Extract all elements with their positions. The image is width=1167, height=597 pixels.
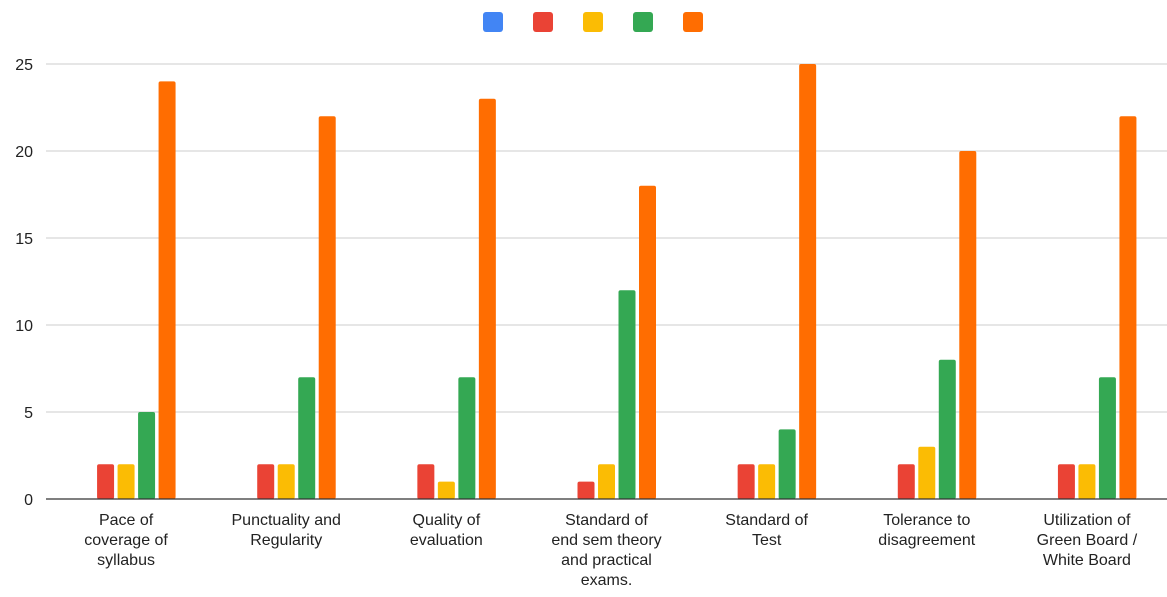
bar [97,464,115,499]
bar [417,464,435,499]
legend [483,12,703,32]
bar [938,359,956,499]
x-tick-label: Punctuality and Regularity [232,512,341,549]
bar [117,464,135,499]
legend-swatch [583,12,603,32]
gridlines [46,63,1167,413]
bar [778,429,796,499]
legend-swatch [683,12,703,32]
x-tick-label-line: Standard of [565,512,648,529]
bar [257,464,275,499]
bar [618,290,636,499]
bar [1078,464,1096,499]
x-tick-label-line: Tolerance to [883,512,970,529]
y-axis: 0 5 10 15 20 25 [15,57,33,509]
bar [478,98,496,500]
legend-swatch [633,12,653,32]
x-tick-label-line: Green Board / [1037,532,1138,549]
bar [737,464,755,499]
y-tick-label: 25 [15,57,33,74]
x-tick-label-line: syllabus [97,552,155,569]
x-tick-label-line: White Board [1043,552,1131,569]
x-tick-label-line: Quality of [413,512,481,529]
bar [598,464,615,499]
x-tick-label-line: Punctuality and [232,512,341,529]
x-tick-label-line: evaluation [410,532,483,549]
x-tick-label-line: Test [752,532,782,549]
y-tick-label: 5 [24,405,33,422]
x-tick-label: Tolerance to disagreement [878,512,976,549]
y-tick-label: 10 [15,318,33,335]
x-tick-label-line: coverage of [84,532,168,549]
x-tick-label-line: Pace of [99,512,154,529]
y-tick-label: 0 [24,492,33,509]
x-tick-label-line: and practical [561,552,652,569]
y-tick-label: 20 [15,144,33,161]
bars [97,64,1137,500]
x-tick-label-line: Utilization of [1043,512,1131,529]
bar [1057,464,1075,499]
bar [1098,377,1116,499]
x-axis: Pace of coverage of syllabus Punctuality an… [46,498,1167,589]
bar [959,151,977,499]
x-tick-label: Standard of Test [725,512,808,549]
bar [138,412,156,499]
bar [918,446,936,499]
x-tick-label: Utilization of Green Board / White Board [1037,512,1138,569]
x-tick-label-line: Standard of [725,512,808,529]
bar [437,481,455,499]
legend-swatch [483,12,503,32]
x-tick-label: Pace of coverage of syllabus [84,512,168,569]
x-tick-label-line: Regularity [250,532,322,549]
x-tick-label: Standard of end sem theory and practical ex… [551,512,661,589]
legend-swatch [533,12,553,32]
y-tick-label: 15 [15,231,33,248]
bar [318,116,336,499]
bar [298,377,316,499]
bar [639,185,656,500]
x-tick-label: Quality of evaluation [410,512,483,549]
bar [577,481,595,499]
bar [799,64,817,499]
x-tick-label-line: exams. [581,572,633,589]
bar [1119,116,1137,499]
bar [758,464,776,499]
x-tick-label-line: disagreement [878,532,976,549]
bar [277,464,295,499]
x-tick-label-line: end sem theory [551,532,661,549]
bar [897,464,915,499]
bar [158,81,176,500]
bar [458,377,476,499]
